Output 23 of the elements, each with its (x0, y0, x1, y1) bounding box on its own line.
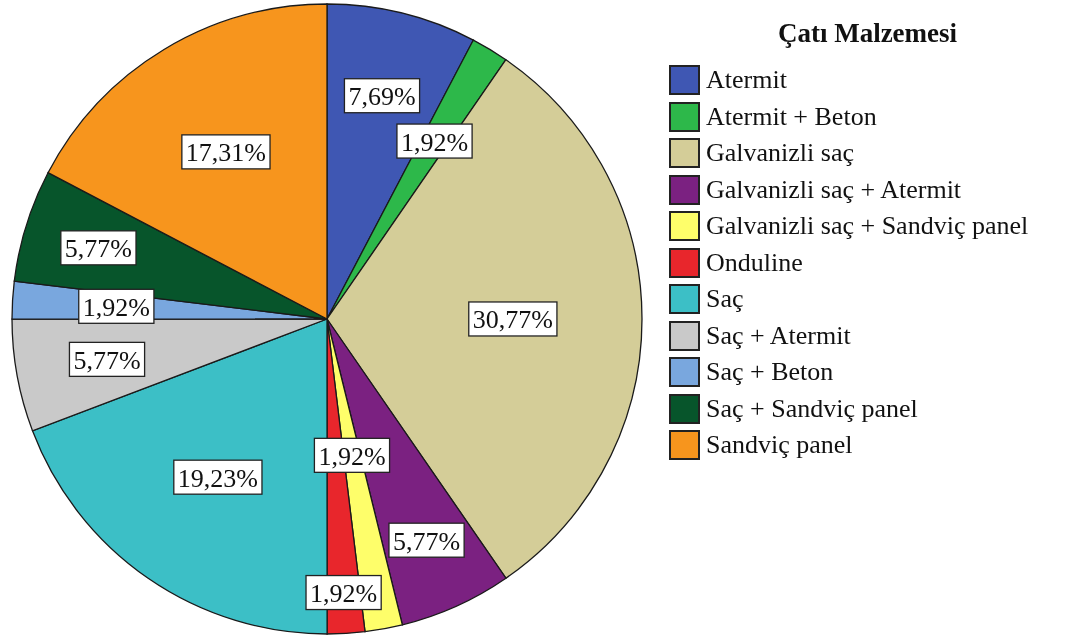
legend-label: Saç + Sandviç panel (706, 393, 918, 424)
legend-label: Saç (706, 284, 744, 315)
legend-label: Atermit (706, 65, 787, 96)
legend-title: Çatı Malzemesi (776, 17, 959, 50)
data-label: 1,92% (310, 579, 378, 609)
data-label: 1,92% (318, 441, 386, 471)
data-label: 5,77% (392, 526, 461, 556)
legend-label: Saç + Atermit (706, 320, 851, 351)
data-label: 30,77% (472, 305, 553, 335)
legend-label: Saç + Beton (706, 357, 834, 388)
data-label: 7,69% (348, 82, 416, 112)
legend-label: Galvanizli saç (706, 138, 854, 169)
data-label: 1,92% (82, 292, 150, 322)
data-label: 1,92% (400, 127, 469, 157)
legend-label: Atermit + Beton (706, 101, 877, 132)
data-label: 17,31% (185, 138, 267, 168)
legend-label: Galvanizli saç + Sandviç panel (706, 211, 1029, 242)
data-label: 5,77% (73, 345, 141, 375)
data-label: 19,23% (177, 463, 258, 493)
legend-label: Onduline (706, 247, 803, 278)
data-label: 5,77% (64, 234, 132, 264)
legend-label: Galvanizli saç + Atermit (706, 174, 962, 205)
legend-label: Sandviç panel (706, 430, 853, 461)
